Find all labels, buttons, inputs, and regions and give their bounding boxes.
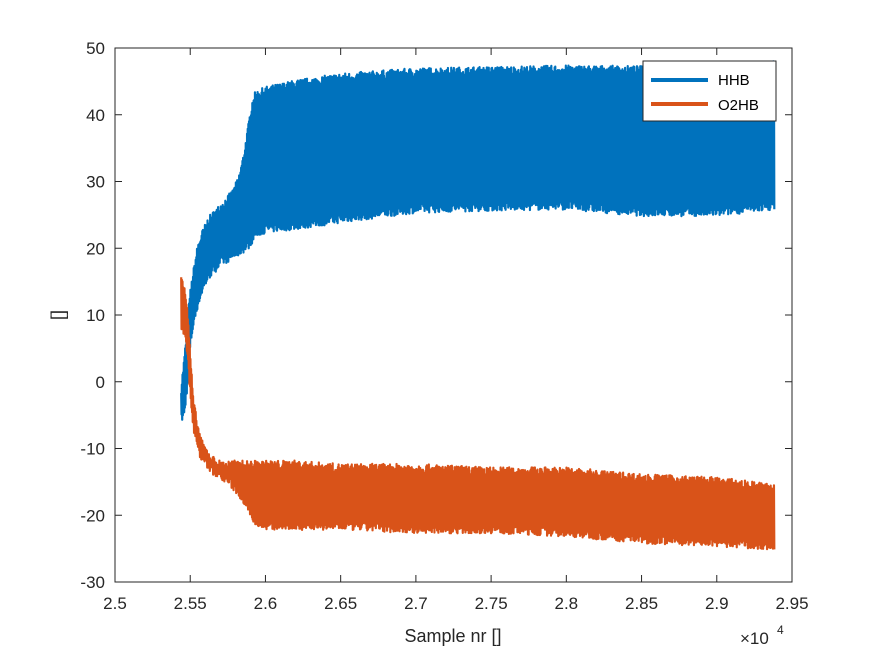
x-tick-label: 2.5 [103, 594, 127, 613]
x-exponent-power: 4 [777, 623, 784, 637]
x-tick-label: 2.75 [475, 594, 508, 613]
x-axis-label: Sample nr [] [404, 626, 501, 646]
y-tick-label: 20 [86, 239, 105, 258]
y-tick-label: 10 [86, 306, 105, 325]
x-tick-label: 2.8 [555, 594, 579, 613]
x-axis-exponent: ×10 4 [740, 623, 784, 648]
y-tick-label: 50 [86, 39, 105, 58]
legend-box [642, 60, 777, 122]
y-tick-label: 40 [86, 106, 105, 125]
x-exponent-base: ×10 [740, 629, 769, 648]
series-layer [180, 60, 776, 551]
legend-label-o2hb: O2HB [718, 97, 759, 114]
x-tick-label: 2.85 [625, 594, 658, 613]
legend-label-hhb: HHB [718, 72, 750, 89]
x-tick-label: 2.9 [705, 594, 729, 613]
series-line-o2hb [180, 277, 776, 551]
x-tick-label: 2.6 [254, 594, 278, 613]
x-tick-label: 2.7 [404, 594, 428, 613]
legend: HHB O2HB [642, 60, 777, 122]
series-line-hhb [180, 60, 776, 421]
x-axis-ticks: 2.5 2.55 2.6 2.65 2.7 2.75 2.8 2.85 2.9 2.95 [103, 48, 809, 613]
y-tick-label: 0 [96, 373, 105, 392]
y-tick-label: 30 [86, 173, 105, 192]
y-axis-label: [] [48, 310, 68, 320]
x-tick-label: 2.95 [775, 594, 808, 613]
y-tick-label: -10 [80, 440, 105, 459]
y-tick-label: -20 [80, 506, 105, 525]
x-tick-label: 2.55 [174, 594, 207, 613]
y-axis-ticks: 50 40 30 20 10 0 -10 -20 -30 [80, 39, 792, 592]
y-tick-label: -30 [80, 573, 105, 592]
x-tick-label: 2.65 [324, 594, 357, 613]
